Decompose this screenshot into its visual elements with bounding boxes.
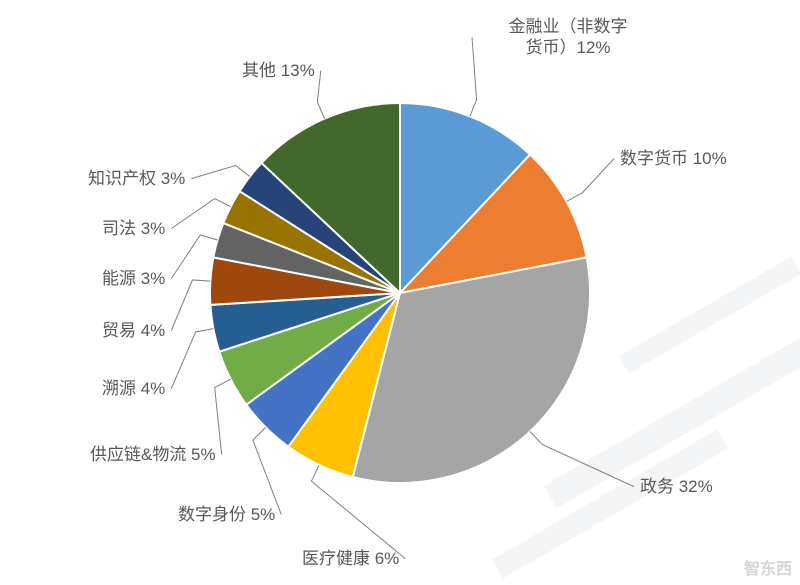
leader-line <box>171 199 230 229</box>
leader-line <box>317 71 324 119</box>
leader-line <box>171 329 213 389</box>
pie-svg <box>0 0 800 585</box>
slice-label: 司法 3% <box>102 218 165 239</box>
slice-label: 溯源 4% <box>102 378 165 399</box>
leader-line <box>470 37 477 116</box>
slice-label: 贸易 4% <box>102 320 165 341</box>
slice-label: 政务 32% <box>640 476 713 497</box>
leader-line <box>171 280 210 331</box>
slice-label: 数字货币 10% <box>620 148 727 169</box>
slice-label: 知识产权 3% <box>88 168 185 189</box>
leader-line <box>215 379 231 454</box>
slice-label: 其他 13% <box>242 60 315 81</box>
leader-line <box>530 432 634 487</box>
leader-line <box>253 427 281 514</box>
pie-chart: 金融业（非数字货币）12% 数字货币 10% 政务 32% 医疗健康 6% 数字身份 5… <box>0 0 800 585</box>
slice-label: 数字身份 5% <box>178 504 275 525</box>
watermark-text: 智东西 <box>744 555 792 579</box>
slice-label: 供应链&物流 5% <box>90 444 216 465</box>
leader-line <box>191 166 250 179</box>
slice-label: 医疗健康 6% <box>302 548 399 569</box>
slice-label: 能源 3% <box>102 268 165 289</box>
leader-line <box>566 159 614 202</box>
slice-label: 金融业（非数字货币）12% <box>478 16 658 59</box>
